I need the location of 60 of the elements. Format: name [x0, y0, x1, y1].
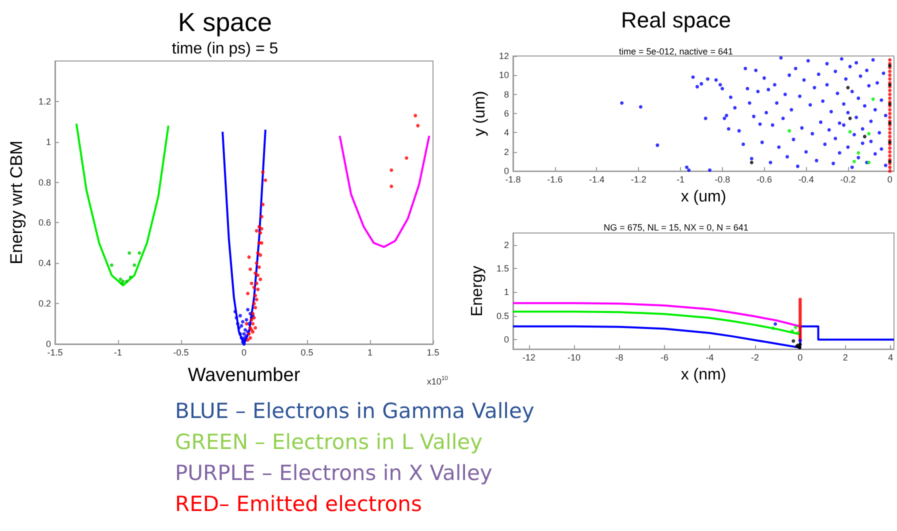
y-tick-label: 12 — [498, 51, 509, 61]
y-tick-label: 2 — [504, 240, 509, 250]
x-tick-label: -0.5 — [173, 348, 189, 358]
x-tick-label: -0.6 — [756, 174, 772, 185]
y-tick-label: 1 — [46, 136, 51, 147]
x-tick-label: -1.6 — [547, 174, 563, 185]
x-tick-label: 2 — [842, 352, 848, 363]
x-tick-label: -1.8 — [505, 174, 521, 185]
y-tick-label: 4 — [504, 128, 509, 138]
x-tick-label: -2 — [750, 352, 759, 363]
x-tick-label: -10 — [568, 352, 581, 363]
y-tick-label: 0 — [504, 334, 509, 345]
y-axis-title: Energy wrt CBM — [7, 140, 26, 264]
x-tick-label: -1.5 — [47, 348, 63, 358]
x-tick-label: 1 — [367, 348, 373, 358]
x-tick-label: -1 — [676, 174, 684, 185]
text: RED– Emitted electrons — [175, 491, 423, 518]
x-tick-label: 1.5 — [426, 348, 440, 358]
y-tick-label: 0.4 — [38, 258, 51, 268]
chart-title: K space — [178, 7, 272, 37]
x-tick-label: 0.5 — [300, 348, 314, 358]
x-tick-label: -0.8 — [714, 174, 730, 185]
chart-title: Real space — [620, 8, 732, 32]
x-tick-label: -12 — [522, 352, 536, 363]
x-tick-label: -8 — [615, 352, 624, 363]
y-tick-label: 2 — [504, 146, 509, 157]
y-tick-label: 0.8 — [38, 177, 51, 188]
x-tick-label: -6 — [660, 352, 669, 363]
x-tick-label: -4 — [706, 352, 714, 363]
text: PURPLE – Electrons in X Valley — [175, 460, 494, 487]
x-axis-title: x (nm) — [680, 366, 726, 384]
y-tick-label: 1 — [504, 287, 509, 298]
x-tick-label: -1.4 — [588, 174, 604, 185]
y-tick-label: 0 — [504, 166, 509, 176]
chart-subtitle: time = 5e-012, nactive = 641 — [618, 46, 734, 56]
y-tick-label: 8 — [504, 89, 509, 100]
x-tick-label: 0 — [241, 348, 247, 358]
y-tick-label: 0 — [46, 339, 51, 349]
text: GREEN – Electrons in L Valley — [175, 429, 484, 456]
text: BLUE – Electrons in Gamma Valley — [175, 398, 536, 425]
y-tick-label: 10 — [498, 70, 509, 80]
x-tick-label: 0 — [798, 352, 803, 363]
y-tick-label: 1.2 — [38, 96, 51, 106]
x-tick-label: 0 — [887, 174, 892, 185]
x-tick-label: 4 — [888, 352, 894, 363]
x-tick-label: -1 — [114, 348, 122, 358]
x-tick-label: -1.2 — [630, 174, 646, 185]
y-tick-label: 1.5 — [496, 264, 509, 274]
chart-subtitle: time (in ps) = 5 — [172, 40, 278, 58]
y-axis-title: y (um) — [472, 90, 489, 136]
y-axis-title: Energy — [469, 266, 486, 316]
x-tick-label: -0.2 — [840, 174, 856, 185]
chart-title: NG = 675, NL = 15, NX = 0, N = 641 — [604, 222, 748, 232]
y-tick-label: 0.2 — [38, 298, 51, 309]
y-tick-label: 0.6 — [38, 218, 51, 228]
x-axis-title: x (um) — [680, 188, 726, 206]
y-tick-label: 0.5 — [496, 310, 509, 321]
y-tick-label: 6 — [504, 108, 509, 119]
x-axis-title: Wavenumber — [188, 365, 301, 386]
x-tick-label: -0.4 — [798, 174, 814, 185]
